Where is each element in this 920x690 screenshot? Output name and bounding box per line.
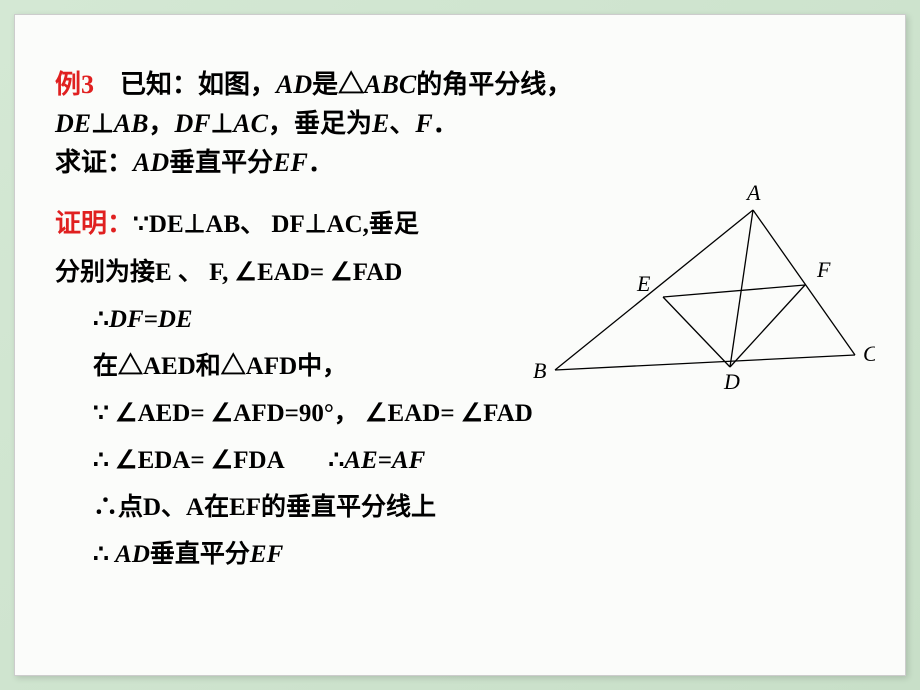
svg-text:F: F: [816, 257, 831, 282]
svg-text:E: E: [636, 271, 651, 296]
svg-text:B: B: [533, 358, 546, 383]
proof-line-8: ∴ AD垂直平分EF: [55, 531, 865, 578]
problem-line-2: DE⊥AB，DF⊥AC，垂足为E、F．: [55, 104, 865, 143]
proof-line-6: ∴ ∠EDA= ∠FDA ∴AE=AF: [55, 437, 865, 484]
triangle-diagram: A B C D E F: [515, 160, 875, 420]
slide: 例3 已知：如图，AD是△ABC的角平分线， DE⊥AB，DF⊥AC，垂足为E、…: [14, 14, 906, 676]
problem-line-1: 例3 已知：如图，AD是△ABC的角平分线，: [55, 65, 865, 104]
diagram-svg: A B C D E F: [515, 160, 875, 420]
svg-text:C: C: [863, 341, 875, 366]
proof-label: 证明：: [55, 209, 133, 238]
svg-text:D: D: [723, 369, 740, 394]
diagram-lines: [555, 210, 855, 370]
svg-text:A: A: [745, 180, 761, 205]
example-label: 例3: [55, 70, 94, 99]
proof-line-7: ∴点D、A在EF的垂直平分线上: [55, 484, 865, 531]
